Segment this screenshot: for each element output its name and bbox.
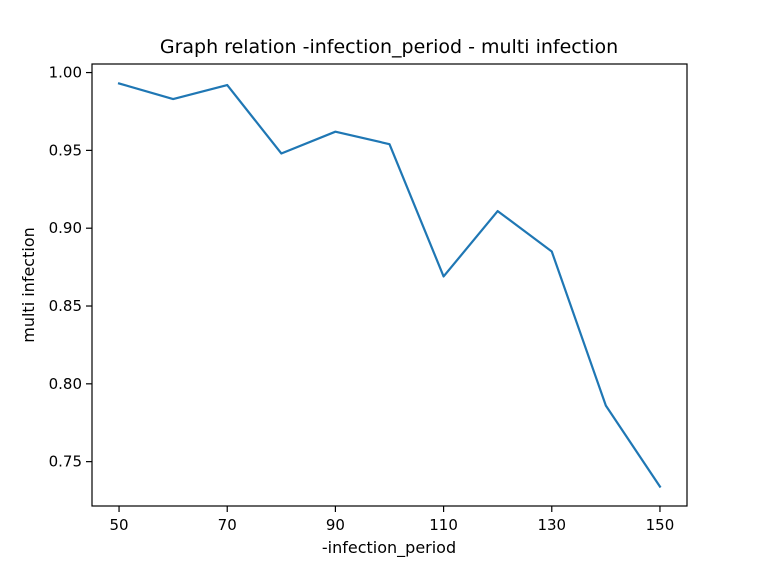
x-tick-label: 50 (109, 516, 128, 534)
x-tick-label: 150 (646, 516, 675, 534)
x-axis-label: -infection_period (322, 538, 456, 558)
y-tick-label: 1.00 (49, 64, 82, 82)
x-tick-label: 130 (537, 516, 566, 534)
plot-area-frame (91, 63, 688, 507)
y-axis: 0.75 0.80 0.85 0.90 0.95 1.00 (49, 64, 92, 471)
y-tick-label: 0.75 (49, 453, 82, 471)
y-tick-label: 0.80 (49, 375, 82, 393)
series-line (117, 82, 662, 489)
y-axis-label: multi infection (19, 227, 38, 342)
y-tick-label: 0.90 (49, 219, 82, 237)
x-axis: 50 70 90 110 130 150 (109, 506, 674, 534)
y-tick-label: 0.85 (49, 297, 82, 315)
x-tick-label: 110 (429, 516, 458, 534)
y-tick-label: 0.95 (49, 141, 82, 159)
x-tick-label: 90 (326, 516, 345, 534)
x-tick-label: 70 (218, 516, 237, 534)
chart-title: Graph relation -infection_period - multi… (160, 36, 618, 58)
